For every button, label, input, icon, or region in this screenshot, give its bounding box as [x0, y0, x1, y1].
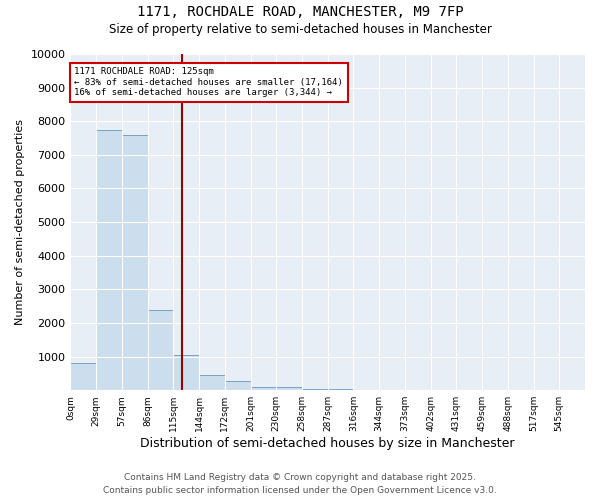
- Text: Contains HM Land Registry data © Crown copyright and database right 2025.
Contai: Contains HM Land Registry data © Crown c…: [103, 474, 497, 495]
- Bar: [122, 134, 148, 390]
- Text: Size of property relative to semi-detached houses in Manchester: Size of property relative to semi-detach…: [109, 22, 491, 36]
- Bar: [225, 381, 251, 390]
- Bar: [302, 388, 328, 390]
- Bar: [96, 130, 122, 390]
- Bar: [199, 374, 225, 390]
- Text: 1171, ROCHDALE ROAD, MANCHESTER, M9 7FP: 1171, ROCHDALE ROAD, MANCHESTER, M9 7FP: [137, 5, 463, 19]
- Bar: [148, 310, 173, 390]
- Bar: [173, 355, 199, 390]
- Y-axis label: Number of semi-detached properties: Number of semi-detached properties: [15, 119, 25, 325]
- Bar: [70, 364, 96, 390]
- Bar: [276, 387, 302, 390]
- X-axis label: Distribution of semi-detached houses by size in Manchester: Distribution of semi-detached houses by …: [140, 437, 515, 450]
- Text: 1171 ROCHDALE ROAD: 125sqm
← 83% of semi-detached houses are smaller (17,164)
16: 1171 ROCHDALE ROAD: 125sqm ← 83% of semi…: [74, 68, 343, 97]
- Bar: [251, 386, 276, 390]
- Bar: [328, 389, 353, 390]
